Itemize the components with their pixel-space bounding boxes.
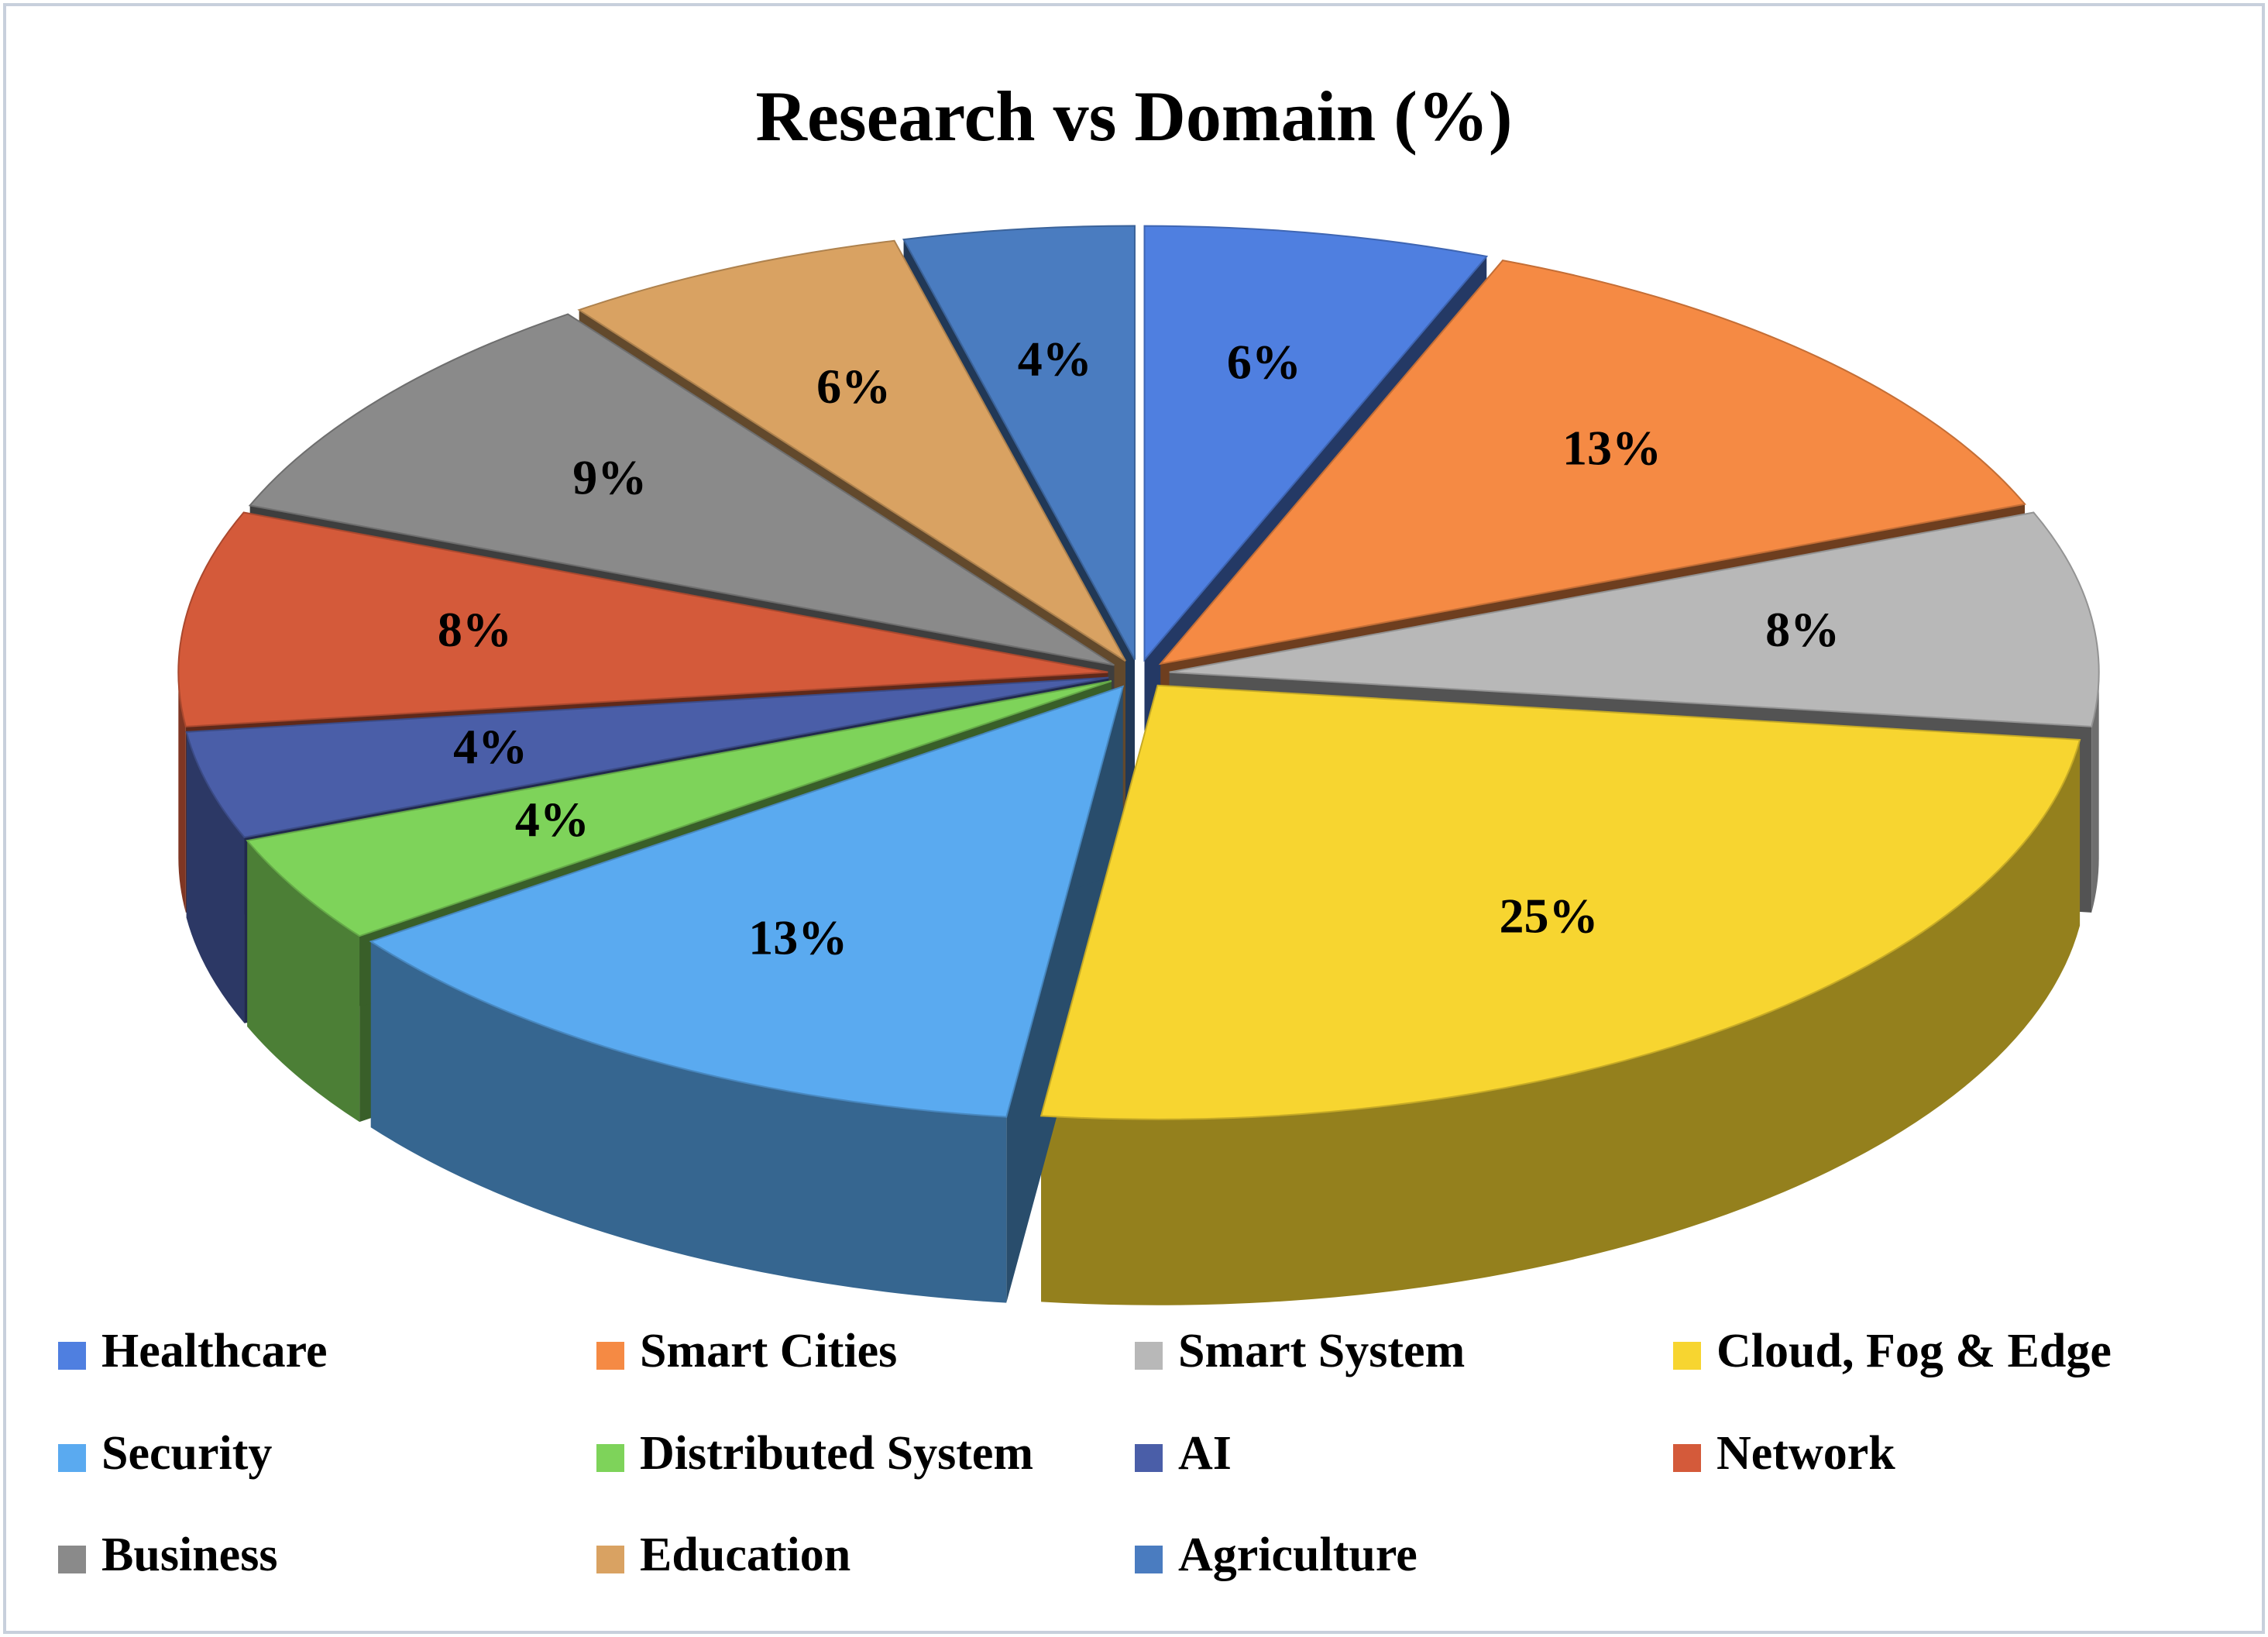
pie-slice [185,676,1109,838]
legend-swatch [1135,1546,1163,1573]
slice-side [1041,739,2081,1305]
pie-slice [369,685,1125,1118]
legend-swatch [1135,1342,1163,1370]
legend-swatch [596,1444,624,1472]
legend-label: AI [1178,1427,1232,1480]
pie-slice [1169,511,2100,727]
legend-label: Cloud, Fog & Edge [1716,1325,2112,1377]
slice-side [2091,672,2099,913]
pie-slice [1040,684,2081,1120]
data-label: 4% [1018,332,1092,387]
legend-swatch [596,1342,624,1370]
data-label: 9% [572,450,647,505]
legend-label: Distributed System [640,1427,1033,1480]
legend-label: Agriculture [1178,1529,1418,1581]
data-label: 8% [1765,602,1840,657]
legend-swatch [58,1342,86,1370]
pie-slice [1158,260,2026,665]
pie-slice [1143,225,1489,662]
pie-slice [246,680,1112,937]
slice-side [178,672,186,913]
legend-swatch [1673,1444,1701,1472]
legend-swatch [1135,1444,1163,1472]
data-label: 4% [453,719,527,774]
legend-swatch [58,1444,86,1472]
legend-label: Smart Cities [640,1325,897,1377]
chart-title: Research vs Domain (%) [756,77,1513,156]
legend-label: Security [101,1427,272,1480]
legend-label: Business [101,1529,277,1581]
data-label: 6% [1227,335,1301,390]
pie-slice [177,511,1108,727]
data-label: 13% [1562,421,1661,476]
legend-label: Education [640,1529,850,1581]
data-label: 4% [515,792,589,847]
data-label: 6% [816,359,891,414]
legend-label: Network [1716,1427,1895,1480]
slice-side [370,941,1007,1303]
data-label: 13% [748,910,847,965]
legend-label: Healthcare [101,1325,328,1377]
slice-side [247,841,360,1123]
pie-slice [902,225,1136,660]
legend-label: Smart System [1178,1325,1465,1377]
slice-side [186,731,245,1023]
pie-slice [248,313,1115,666]
data-label: 25% [1500,888,1599,943]
legend-swatch [596,1546,624,1573]
pie-slice [577,239,1126,662]
legend-swatch [58,1546,86,1573]
legend-swatch [1673,1342,1701,1370]
data-label: 8% [438,602,512,657]
